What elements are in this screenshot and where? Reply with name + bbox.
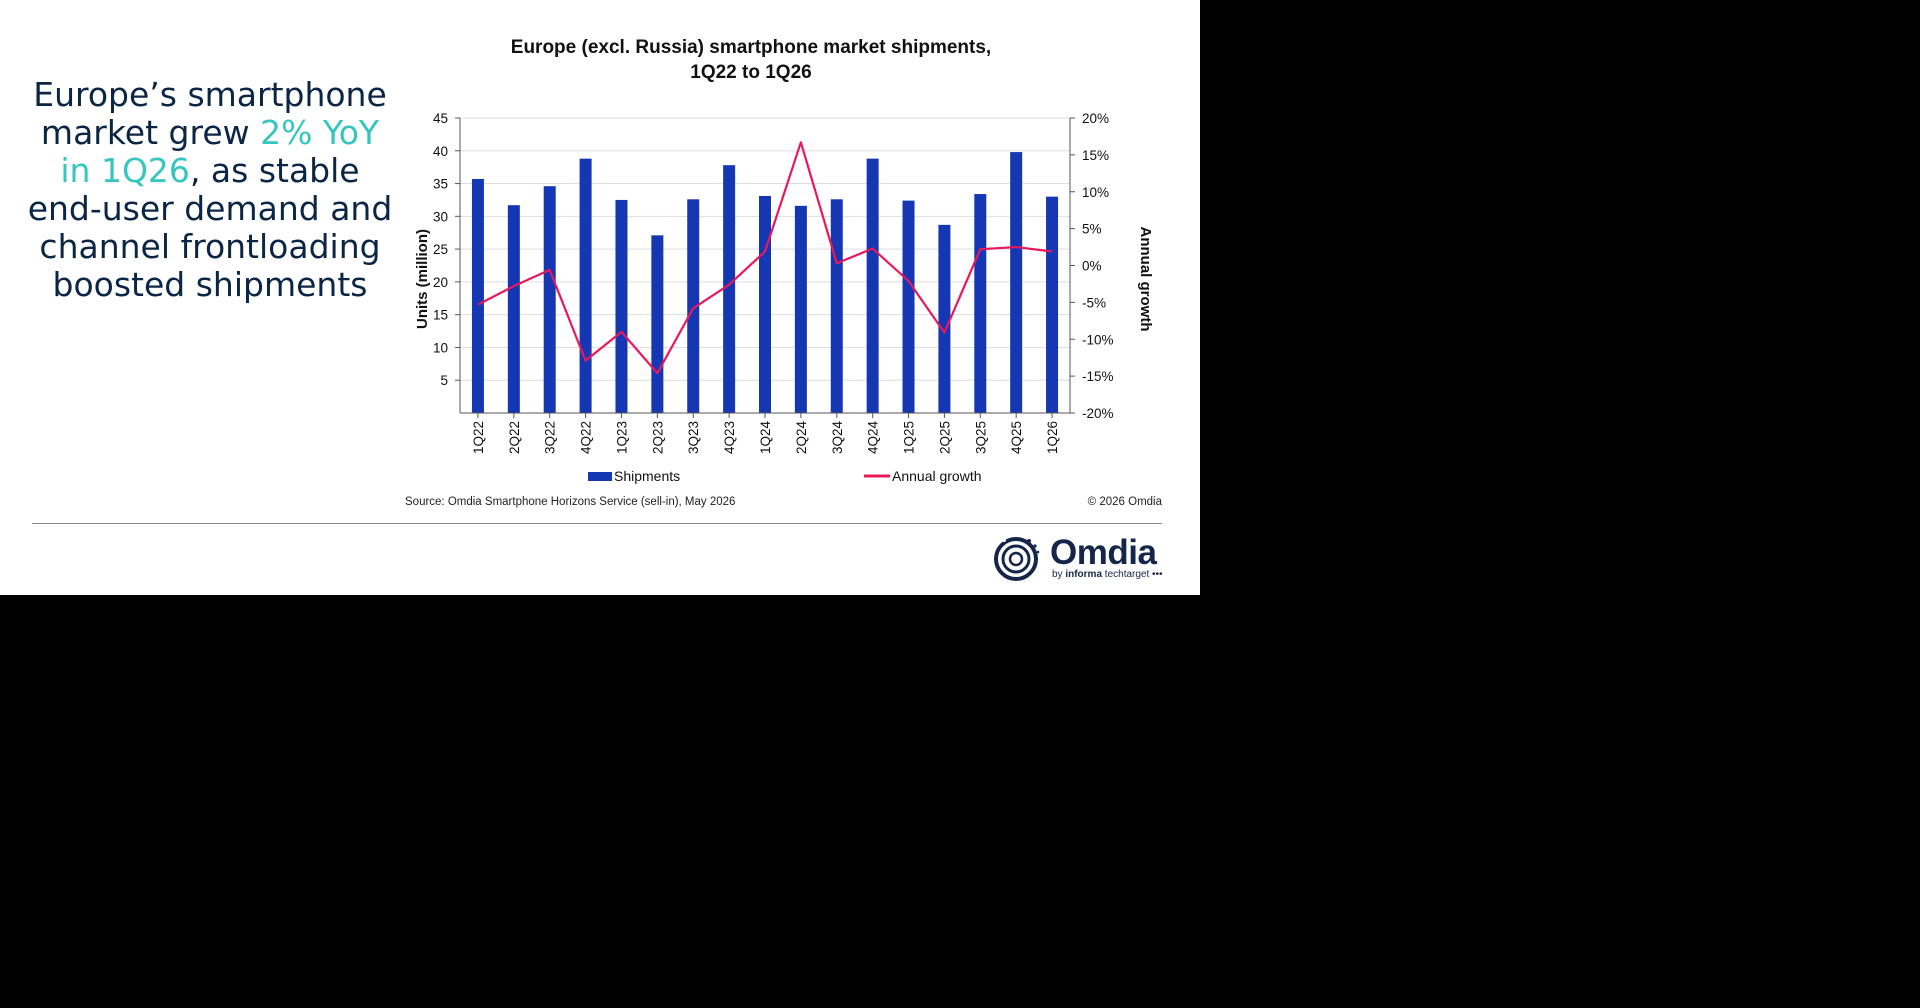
legend: Shipments Annual growth <box>588 468 982 484</box>
x-tick-label: 1Q26 <box>1045 421 1060 454</box>
x-axis-ticks: 1Q22 2Q22 3Q22 4Q22 1Q23 2Q23 3Q23 4Q23 1Q24 2Q24… <box>471 413 1060 454</box>
y2-tick-label: -5% <box>1082 295 1106 310</box>
growth-line-series <box>477 141 1053 375</box>
y2-tick-label: 0% <box>1082 259 1102 274</box>
omdia-logo: Omdia by informa techtarget ••• <box>988 533 1163 583</box>
bar <box>830 199 843 413</box>
bar <box>579 158 592 413</box>
x-tick-label: 3Q23 <box>686 421 701 454</box>
bar-series <box>471 152 1059 414</box>
logo-dots-icon: ••• <box>1149 569 1163 580</box>
bar <box>615 199 628 413</box>
x-tick-label: 2Q22 <box>507 421 522 454</box>
y-tick-label: 5 <box>440 373 448 388</box>
x-tick-label: 3Q25 <box>973 421 988 454</box>
x-tick-label: 4Q23 <box>722 421 737 454</box>
chart: Europe (excl. Russia) smartphone market … <box>414 37 1154 484</box>
bar <box>866 158 879 413</box>
legend-swatch-shipments <box>588 472 612 481</box>
bar <box>687 199 700 413</box>
y-axis-label: Units (million) <box>414 229 431 329</box>
y-tick-label: 25 <box>433 242 448 257</box>
y-tick-label: 45 <box>433 111 448 126</box>
y2-axis-ticks: -20% -15% -10% -5% 0% 5% 10% 15% 20% <box>1070 111 1114 421</box>
bar <box>507 205 520 413</box>
bar <box>938 224 951 413</box>
y-tick-label: 30 <box>433 209 448 224</box>
bar <box>543 186 556 413</box>
x-tick-label: 1Q25 <box>902 421 917 454</box>
y2-tick-label: 5% <box>1082 222 1102 237</box>
y2-tick-label: 10% <box>1082 185 1109 200</box>
bar <box>759 196 771 413</box>
x-tick-label: 3Q22 <box>543 421 558 454</box>
headline-highlight: 2% YoY in 1Q26 <box>60 113 380 190</box>
bar <box>723 165 736 413</box>
source-note: Source: Omdia Smartphone Horizons Servic… <box>405 496 736 508</box>
bar <box>651 235 664 413</box>
x-tick-label: 1Q24 <box>758 421 773 455</box>
y2-tick-label: -10% <box>1082 332 1114 347</box>
x-tick-label: 4Q25 <box>1009 421 1024 454</box>
y2-tick-label: 20% <box>1082 111 1109 126</box>
logo-tagline-rest: techtarget <box>1102 569 1150 580</box>
legend-label-annual-growth: Annual growth <box>892 468 982 484</box>
y-axis-ticks: 5 10 15 20 25 30 35 40 45 <box>433 111 460 388</box>
logo-tagline-by: by <box>1052 569 1066 580</box>
divider <box>32 523 1162 524</box>
slide: Europe’s smartphone market grew 2% YoY i… <box>0 0 1200 595</box>
bar <box>471 178 484 413</box>
y-tick-label: 20 <box>433 275 448 290</box>
logo-tagline: by informa techtarget ••• <box>1052 569 1163 580</box>
headline-text-end: , as stable end-user demand and channel … <box>27 151 393 304</box>
x-tick-label: 1Q23 <box>614 421 629 454</box>
legend-label-shipments: Shipments <box>614 468 680 484</box>
x-tick-label: 1Q22 <box>471 421 486 454</box>
bar <box>1046 196 1059 413</box>
y2-tick-label: 15% <box>1082 148 1109 163</box>
y2-tick-label: -15% <box>1082 369 1114 384</box>
y-tick-label: 40 <box>433 144 448 159</box>
x-tick-label: 4Q24 <box>866 421 881 455</box>
omdia-logo-icon <box>994 537 1040 581</box>
logo-tagline-brand: informa <box>1065 569 1103 580</box>
logo-wordmark: Omdia <box>1050 533 1157 572</box>
headline-text: Europe’s smartphone market grew <box>33 75 387 152</box>
bar <box>794 205 807 413</box>
y-tick-label: 15 <box>433 308 448 323</box>
x-tick-label: 2Q23 <box>650 421 665 454</box>
x-tick-label: 4Q22 <box>579 421 594 454</box>
headline: Europe’s smartphone market grew 2% YoY i… <box>22 76 398 304</box>
x-tick-label: 2Q25 <box>937 421 952 454</box>
y-tick-label: 35 <box>433 177 448 192</box>
copyright-note: © 2026 Omdia <box>1087 496 1162 508</box>
y-tick-label: 10 <box>433 340 448 355</box>
y2-axis-label: Annual growth <box>1137 227 1154 332</box>
bar <box>974 194 987 413</box>
bar <box>1010 152 1023 414</box>
x-tick-label: 3Q24 <box>830 421 845 455</box>
chart-title: Europe (excl. Russia) smartphone market … <box>511 37 991 58</box>
y2-tick-label: -20% <box>1082 406 1114 421</box>
x-tick-label: 2Q24 <box>794 421 809 455</box>
chart-subtitle: 1Q22 to 1Q26 <box>690 62 811 83</box>
bar <box>902 200 915 413</box>
